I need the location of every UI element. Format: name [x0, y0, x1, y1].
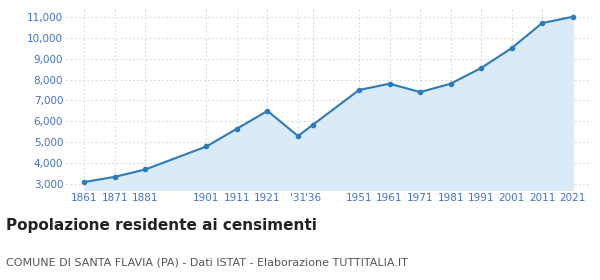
Point: [415, 90, 425, 94]
Point: [110, 174, 119, 179]
Point: [263, 109, 272, 113]
Point: [80, 180, 89, 184]
Point: [507, 46, 517, 50]
Point: [354, 88, 364, 92]
Point: [293, 134, 303, 138]
Point: [538, 21, 547, 25]
Text: Popolazione residente ai censimenti: Popolazione residente ai censimenti: [6, 218, 317, 234]
Point: [308, 122, 318, 127]
Point: [232, 127, 242, 131]
Point: [476, 66, 486, 70]
Point: [202, 144, 211, 149]
Point: [140, 167, 150, 172]
Text: COMUNE DI SANTA FLAVIA (PA) - Dati ISTAT - Elaborazione TUTTITALIA.IT: COMUNE DI SANTA FLAVIA (PA) - Dati ISTAT…: [6, 258, 408, 268]
Point: [446, 81, 455, 86]
Point: [385, 81, 394, 86]
Point: [568, 15, 577, 19]
